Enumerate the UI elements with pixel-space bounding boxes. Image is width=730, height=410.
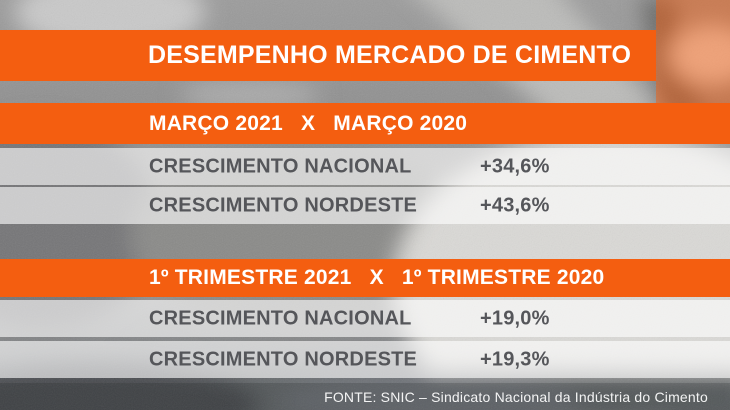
row-value: +43,6% [480, 194, 550, 216]
row-value: +34,6% [480, 155, 550, 177]
row-label: CRESCIMENTO NACIONAL [149, 307, 412, 329]
section2-heading-band: 1º TRIMESTRE 2021 X 1º TRIMESTRE 2020 [0, 259, 730, 297]
table-row: CRESCIMENTO NORDESTE +19,3% [0, 341, 730, 378]
section1-heading-band: MARÇO 2021 X MARÇO 2020 [0, 103, 730, 144]
source-credit: FONTE: SNIC – Sindicato Nacional da Indú… [324, 389, 708, 405]
row-label: CRESCIMENTO NORDESTE [149, 194, 418, 216]
table-row: CRESCIMENTO NACIONAL +19,0% [0, 300, 730, 337]
section1-heading: MARÇO 2021 X MARÇO 2020 [149, 111, 468, 135]
row-label: CRESCIMENTO NORDESTE [149, 348, 418, 370]
row-value: +19,0% [480, 307, 550, 329]
title-band: DESEMPENHO MERCADO DE CIMENTO [0, 30, 656, 81]
page-title: DESEMPENHO MERCADO DE CIMENTO [148, 41, 632, 69]
orange-tint-overlay [656, 0, 730, 103]
table-row: CRESCIMENTO NORDESTE +43,6% [0, 187, 730, 224]
table-row: CRESCIMENTO NACIONAL +34,6% [0, 148, 730, 185]
section2-heading: 1º TRIMESTRE 2021 X 1º TRIMESTRE 2020 [149, 266, 605, 289]
row-value: +19,3% [480, 348, 550, 370]
row-label: CRESCIMENTO NACIONAL [149, 155, 412, 177]
